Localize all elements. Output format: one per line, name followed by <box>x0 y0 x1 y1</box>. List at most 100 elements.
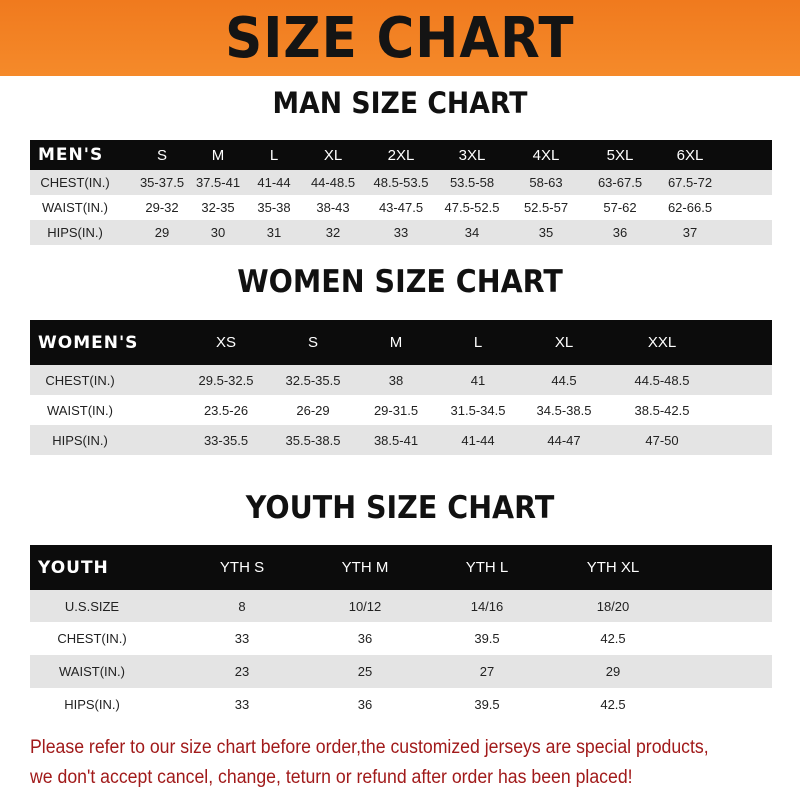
table-cell: 44.5 <box>551 372 577 388</box>
table-cell: 47.5-52.5 <box>444 200 500 215</box>
women-size-table: WOMEN'S XS S M L XL XXL CHEST(IN.) 29.5-32.5 32.5… <box>30 320 772 455</box>
table-row: HIPS(IN.) 29 30 31 32 33 34 35 36 37 <box>30 220 772 245</box>
table-row: WAIST(IN.) 29-32 32-35 35-38 38-43 43-47.5 47.… <box>30 195 772 220</box>
table-cell: 38.5-42.5 <box>634 402 690 418</box>
row-label: HIPS(IN.) <box>47 225 103 240</box>
table-cell: 33 <box>234 631 250 646</box>
table-cell: YTH M <box>341 559 389 576</box>
row-label: HIPS(IN.) <box>52 432 108 448</box>
table-cell: 38-43 <box>316 200 350 215</box>
table-row: CHEST(IN.) 35-37.5 37.5-41 41-44 44-48.5 48.5… <box>30 170 772 195</box>
table-cell: 29.5-32.5 <box>198 372 254 388</box>
table-cell: 35.5-38.5 <box>285 432 341 448</box>
table-cell: M <box>389 334 403 351</box>
row-label: WOMEN'S <box>38 332 139 353</box>
table-row: HIPS(IN.) 33 36 39.5 42.5 <box>30 688 772 721</box>
table-cell: 34.5-38.5 <box>536 402 592 418</box>
row-label: MEN'S <box>38 145 104 165</box>
table-cell: XS <box>215 334 237 351</box>
table-cell: 37 <box>682 225 698 240</box>
row-label: U.S.SIZE <box>64 598 120 614</box>
note-line-2: we don't accept cancel, change, teturn o… <box>30 767 633 788</box>
table-cell: XXL <box>647 334 677 351</box>
row-label: CHEST(IN.) <box>40 175 110 190</box>
table-cell: 47-50 <box>645 432 679 448</box>
table-cell: 26-29 <box>296 402 330 418</box>
table-row: WAIST(IN.) 23.5-26 26-29 29-31.5 31.5-34.5 34… <box>30 395 772 425</box>
table-cell: 10/12 <box>348 598 382 614</box>
table-cell: 41-44 <box>257 175 291 190</box>
table-row: WAIST(IN.) 23 25 27 29 <box>30 655 772 688</box>
table-row: CHEST(IN.) 29.5-32.5 32.5-35.5 38 41 44.5 44.5… <box>30 365 772 395</box>
table-cell: YTH L <box>465 559 509 576</box>
table-cell: 33 <box>393 225 409 240</box>
table-cell: 35-38 <box>257 200 291 215</box>
table-cell: 39.5 <box>474 697 500 712</box>
table-cell: 6XL <box>676 146 704 164</box>
table-cell: 32.5-35.5 <box>285 372 341 388</box>
table-cell: 35 <box>538 225 554 240</box>
table-cell: 53.5-58 <box>449 175 495 190</box>
table-cell: 58-63 <box>529 175 563 190</box>
table-cell: 38 <box>388 372 404 388</box>
table-cell: 29 <box>605 664 621 679</box>
table-cell: 57-62 <box>603 200 637 215</box>
table-cell: 29 <box>154 225 170 240</box>
table-cell: 42.5 <box>600 631 626 646</box>
table-cell: 67.5-72 <box>667 175 713 190</box>
table-cell: 29-32 <box>145 200 179 215</box>
table-cell: 4XL <box>532 146 560 164</box>
table-cell: XL <box>323 146 343 164</box>
table-cell: 41-44 <box>461 432 495 448</box>
table-cell: 38.5-41 <box>373 432 419 448</box>
table-row: U.S.SIZE 8 10/12 14/16 18/20 <box>30 590 772 622</box>
table-cell: 63-67.5 <box>597 175 643 190</box>
row-label: YOUTH <box>38 557 109 578</box>
table-cell: 36 <box>357 631 373 646</box>
table-cell: 31.5-34.5 <box>450 402 506 418</box>
table-cell: 29-31.5 <box>373 402 419 418</box>
table-cell: 37.5-41 <box>195 175 241 190</box>
table-cell: 43-47.5 <box>378 200 424 215</box>
table-cell: 3XL <box>458 146 486 164</box>
table-cell: 30 <box>210 225 226 240</box>
banner-title: SIZE CHART <box>225 5 575 71</box>
table-cell: 42.5 <box>600 697 626 712</box>
women-chart-title: WOMEN SIZE CHART <box>237 264 563 300</box>
table-cell: 32 <box>325 225 341 240</box>
row-label: WAIST(IN.) <box>59 664 125 679</box>
table-cell: 5XL <box>606 146 634 164</box>
table-row: CHEST(IN.) 33 36 39.5 42.5 <box>30 622 772 655</box>
note-line-1: Please refer to our size chart before or… <box>30 737 709 758</box>
table-cell: M <box>211 146 225 164</box>
table-row: HIPS(IN.) 33-35.5 35.5-38.5 38.5-41 41-44 44-… <box>30 425 772 455</box>
table-header-row: MEN'S S M L XL 2XL 3XL 4XL 5XL 6XL <box>30 140 772 170</box>
row-label: CHEST(IN.) <box>57 631 127 646</box>
row-label: WAIST(IN.) <box>47 402 113 418</box>
table-cell: 39.5 <box>474 631 500 646</box>
table-cell: 52.5-57 <box>523 200 569 215</box>
table-cell: 8 <box>238 598 246 614</box>
table-cell: 34 <box>464 225 480 240</box>
table-cell: 48.5-53.5 <box>373 175 429 190</box>
youth-size-table: YOUTH YTH S YTH M YTH L YTH XL U.S.SIZE 8 10/12… <box>30 545 772 721</box>
table-cell: 23.5-26 <box>203 402 249 418</box>
size-chart-banner: SIZE CHART <box>0 0 800 76</box>
table-cell: 31 <box>266 225 282 240</box>
row-label: WAIST(IN.) <box>42 200 108 215</box>
table-cell: 23 <box>234 664 250 679</box>
youth-chart-title: YOUTH SIZE CHART <box>245 490 555 526</box>
table-cell: 44-47 <box>547 432 581 448</box>
row-label: CHEST(IN.) <box>45 372 115 388</box>
table-cell: 32-35 <box>201 200 235 215</box>
table-cell: L <box>269 146 279 164</box>
men-chart-title: MAN SIZE CHART <box>272 86 528 120</box>
table-cell: YTH XL <box>586 559 640 576</box>
row-label: HIPS(IN.) <box>64 697 120 712</box>
men-size-table: MEN'S S M L XL 2XL 3XL 4XL 5XL 6XL CHEST(IN.) 35-37… <box>30 140 772 245</box>
table-cell: 36 <box>357 697 373 712</box>
table-cell: 18/20 <box>596 598 630 614</box>
table-header-row: YOUTH YTH S YTH M YTH L YTH XL <box>30 545 772 590</box>
table-cell: 27 <box>479 664 495 679</box>
table-cell: YTH S <box>219 559 265 576</box>
